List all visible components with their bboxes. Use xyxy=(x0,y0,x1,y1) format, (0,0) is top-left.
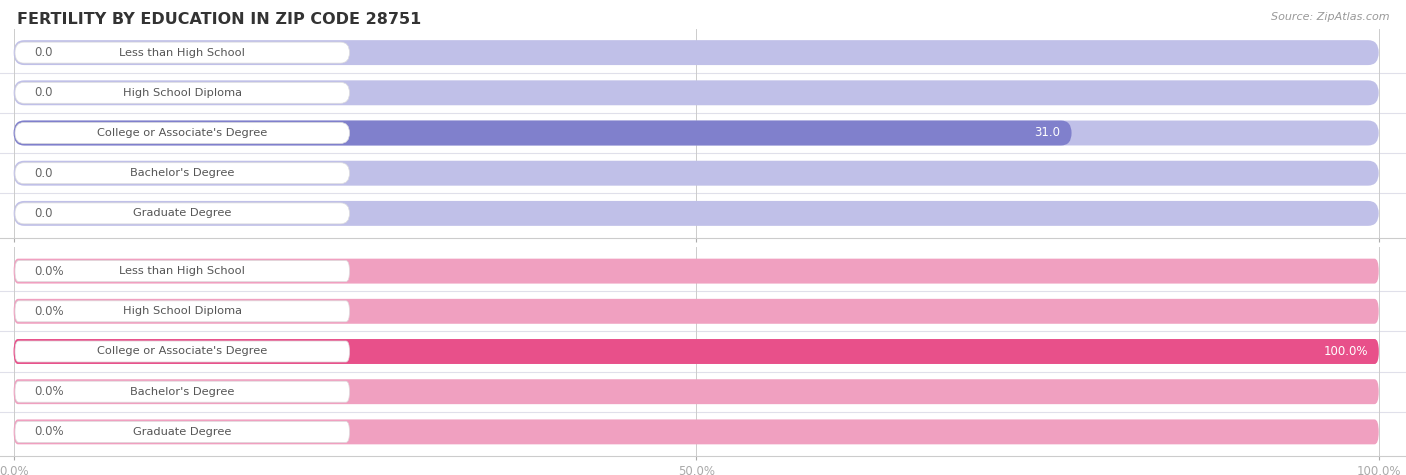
FancyBboxPatch shape xyxy=(14,161,1379,186)
FancyBboxPatch shape xyxy=(15,421,350,442)
FancyBboxPatch shape xyxy=(14,121,1379,145)
Text: 100.0%: 100.0% xyxy=(1323,345,1368,358)
Text: High School Diploma: High School Diploma xyxy=(122,306,242,316)
FancyBboxPatch shape xyxy=(14,121,1071,145)
FancyBboxPatch shape xyxy=(14,339,1379,364)
FancyBboxPatch shape xyxy=(15,123,350,143)
FancyBboxPatch shape xyxy=(14,40,1379,65)
FancyBboxPatch shape xyxy=(15,301,350,322)
Text: 31.0: 31.0 xyxy=(1035,126,1060,140)
Text: Bachelor's Degree: Bachelor's Degree xyxy=(129,168,235,178)
Text: 0.0%: 0.0% xyxy=(34,265,63,277)
Text: College or Associate's Degree: College or Associate's Degree xyxy=(97,128,267,138)
Text: College or Associate's Degree: College or Associate's Degree xyxy=(97,346,267,357)
Text: 0.0: 0.0 xyxy=(34,86,52,99)
FancyBboxPatch shape xyxy=(15,261,350,282)
FancyBboxPatch shape xyxy=(15,203,350,224)
Text: 0.0: 0.0 xyxy=(34,167,52,180)
FancyBboxPatch shape xyxy=(15,381,350,402)
Text: 0.0%: 0.0% xyxy=(34,305,63,318)
FancyBboxPatch shape xyxy=(14,80,1379,105)
Text: 0.0%: 0.0% xyxy=(34,385,63,398)
Text: FERTILITY BY EDUCATION IN ZIP CODE 28751: FERTILITY BY EDUCATION IN ZIP CODE 28751 xyxy=(17,12,422,27)
Text: Less than High School: Less than High School xyxy=(120,48,245,57)
FancyBboxPatch shape xyxy=(14,419,1379,444)
FancyBboxPatch shape xyxy=(14,299,1379,324)
FancyBboxPatch shape xyxy=(14,379,1379,404)
FancyBboxPatch shape xyxy=(15,82,350,103)
FancyBboxPatch shape xyxy=(14,339,1379,364)
Text: 0.0: 0.0 xyxy=(34,207,52,220)
Text: 0.0%: 0.0% xyxy=(34,426,63,438)
Text: High School Diploma: High School Diploma xyxy=(122,88,242,98)
Text: Less than High School: Less than High School xyxy=(120,266,245,276)
FancyBboxPatch shape xyxy=(14,201,1379,226)
Text: Graduate Degree: Graduate Degree xyxy=(134,427,232,437)
FancyBboxPatch shape xyxy=(15,42,350,63)
FancyBboxPatch shape xyxy=(15,341,350,362)
Text: Graduate Degree: Graduate Degree xyxy=(134,209,232,218)
Text: Source: ZipAtlas.com: Source: ZipAtlas.com xyxy=(1271,12,1389,22)
Text: Bachelor's Degree: Bachelor's Degree xyxy=(129,387,235,397)
FancyBboxPatch shape xyxy=(15,163,350,184)
Text: 0.0: 0.0 xyxy=(34,46,52,59)
FancyBboxPatch shape xyxy=(14,259,1379,284)
